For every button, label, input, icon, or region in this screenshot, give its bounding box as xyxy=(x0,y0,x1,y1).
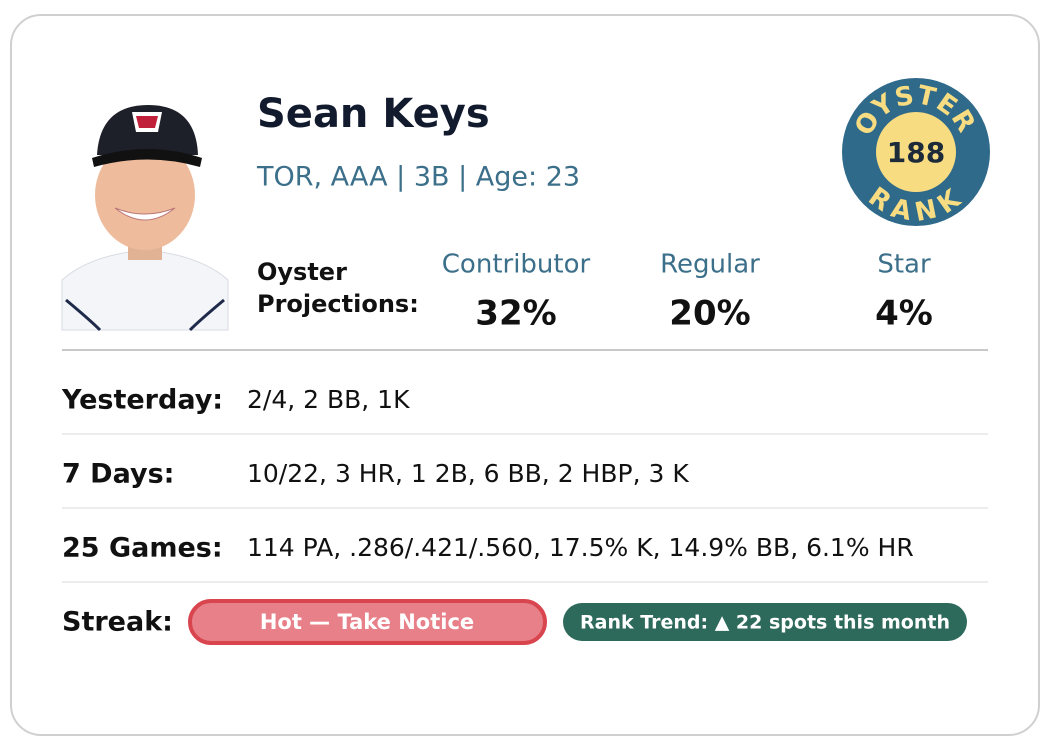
streak-pill xyxy=(188,599,547,645)
streak-status: Hot — Take Notice xyxy=(260,610,474,634)
player-details: TOR, AAA | 3B | Age: 23 xyxy=(256,162,580,193)
projections-label: Oyster xyxy=(257,258,347,286)
player-name: Sean Keys xyxy=(257,91,490,137)
streak-label: Streak: xyxy=(62,607,173,638)
stat-label: 25 Games: xyxy=(62,533,223,564)
projection-value: 32% xyxy=(475,294,556,334)
player-photo xyxy=(61,100,229,332)
stat-value: 10/22, 3 HR, 1 2B, 6 BB, 2 HBP, 3 K xyxy=(247,459,689,488)
badge-number: 188 xyxy=(887,136,945,169)
stat-value: 114 PA, .286/.421/.560, 17.5% K, 14.9% B… xyxy=(247,533,914,562)
projection-label: Star xyxy=(877,250,931,280)
card-frame xyxy=(10,14,1040,736)
projection-value: 4% xyxy=(875,294,933,334)
rank-trend: Rank Trend: ▲ 22 spots this month xyxy=(580,612,950,634)
stat-label: Yesterday: xyxy=(61,385,223,416)
projection-label: Contributor xyxy=(442,250,591,280)
projections-label: Projections: xyxy=(257,290,419,318)
rank-badge: OYSTER RANK 188 xyxy=(842,78,990,228)
trend-pill xyxy=(563,603,967,641)
stat-label: 7 Days: xyxy=(62,459,174,490)
projections: Contributor 32% Regular 20% Star 4% xyxy=(442,250,933,334)
stats: Yesterday: 2/4, 2 BB, 1K 7 Days: 10/22, 3 H… xyxy=(61,385,988,583)
stat-value: 2/4, 2 BB, 1K xyxy=(247,385,410,414)
projection-label: Regular xyxy=(660,250,760,280)
projection-value: 20% xyxy=(669,294,750,334)
